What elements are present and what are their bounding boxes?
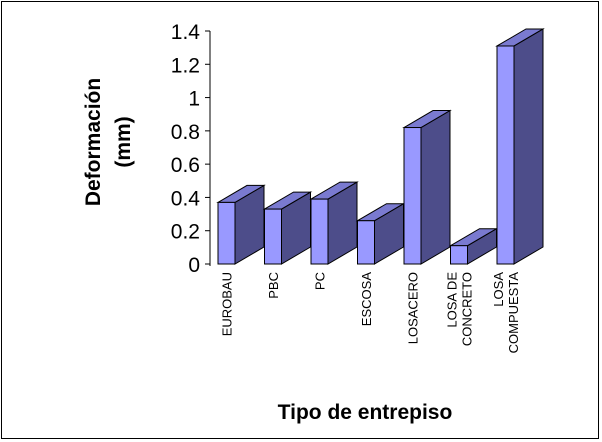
category-label: COMPUESTA [506, 272, 521, 354]
bar-front [496, 45, 515, 265]
category-label: LOSA DE [445, 272, 460, 328]
y-tick-label: 0.4 [171, 187, 201, 210]
chart-axes [205, 30, 211, 266]
category-label: CONCRETO [460, 272, 475, 346]
bar-losa-de-concreto [448, 227, 499, 265]
bar-pbc [262, 191, 313, 265]
y-tick-label: 1 [188, 88, 200, 111]
bar-eurobau [216, 184, 266, 265]
y-tick-label: 0.6 [171, 154, 200, 177]
bar-side [513, 28, 544, 265]
category-label: EUROBAU [220, 272, 235, 336]
y-axis-title-line-1: Deformación [82, 78, 105, 206]
y-tick-labels: 0 0.2 0.4 0.6 0.8 1 1.2 1.4 [171, 21, 201, 277]
bar-front [357, 220, 375, 265]
bar-losa-compuesta [495, 28, 545, 265]
bars [216, 28, 545, 265]
y-tick-label: 1.2 [171, 54, 200, 77]
category-label: PC [313, 272, 328, 290]
category-label: ESCOSA [359, 272, 374, 327]
bar-front [217, 201, 236, 265]
y-tick-label: 0 [188, 254, 200, 277]
bar-side [420, 109, 451, 265]
y-tick-label: 1.4 [171, 21, 201, 44]
y-tick-label: 0.2 [171, 221, 200, 244]
bar-escosa [355, 202, 406, 265]
bar-pc [309, 181, 359, 265]
bar-front [310, 198, 329, 265]
bar-front [403, 127, 422, 265]
x-axis-title: Tipo de entrepiso [278, 401, 453, 424]
category-label: PBC [266, 272, 281, 299]
bar-front [450, 245, 468, 265]
bar-losacero [402, 109, 452, 265]
bar-front [264, 208, 282, 265]
category-label: LOSACERO [406, 272, 421, 344]
y-tick-label: 0.8 [171, 121, 200, 144]
category-label: LOSA [491, 272, 506, 307]
category-labels: EUROBAU PBC PC ESCOSA LOSACERO LOSA DE CONCRET… [220, 272, 522, 354]
y-axis-title-line-2: (mm) [112, 116, 135, 167]
